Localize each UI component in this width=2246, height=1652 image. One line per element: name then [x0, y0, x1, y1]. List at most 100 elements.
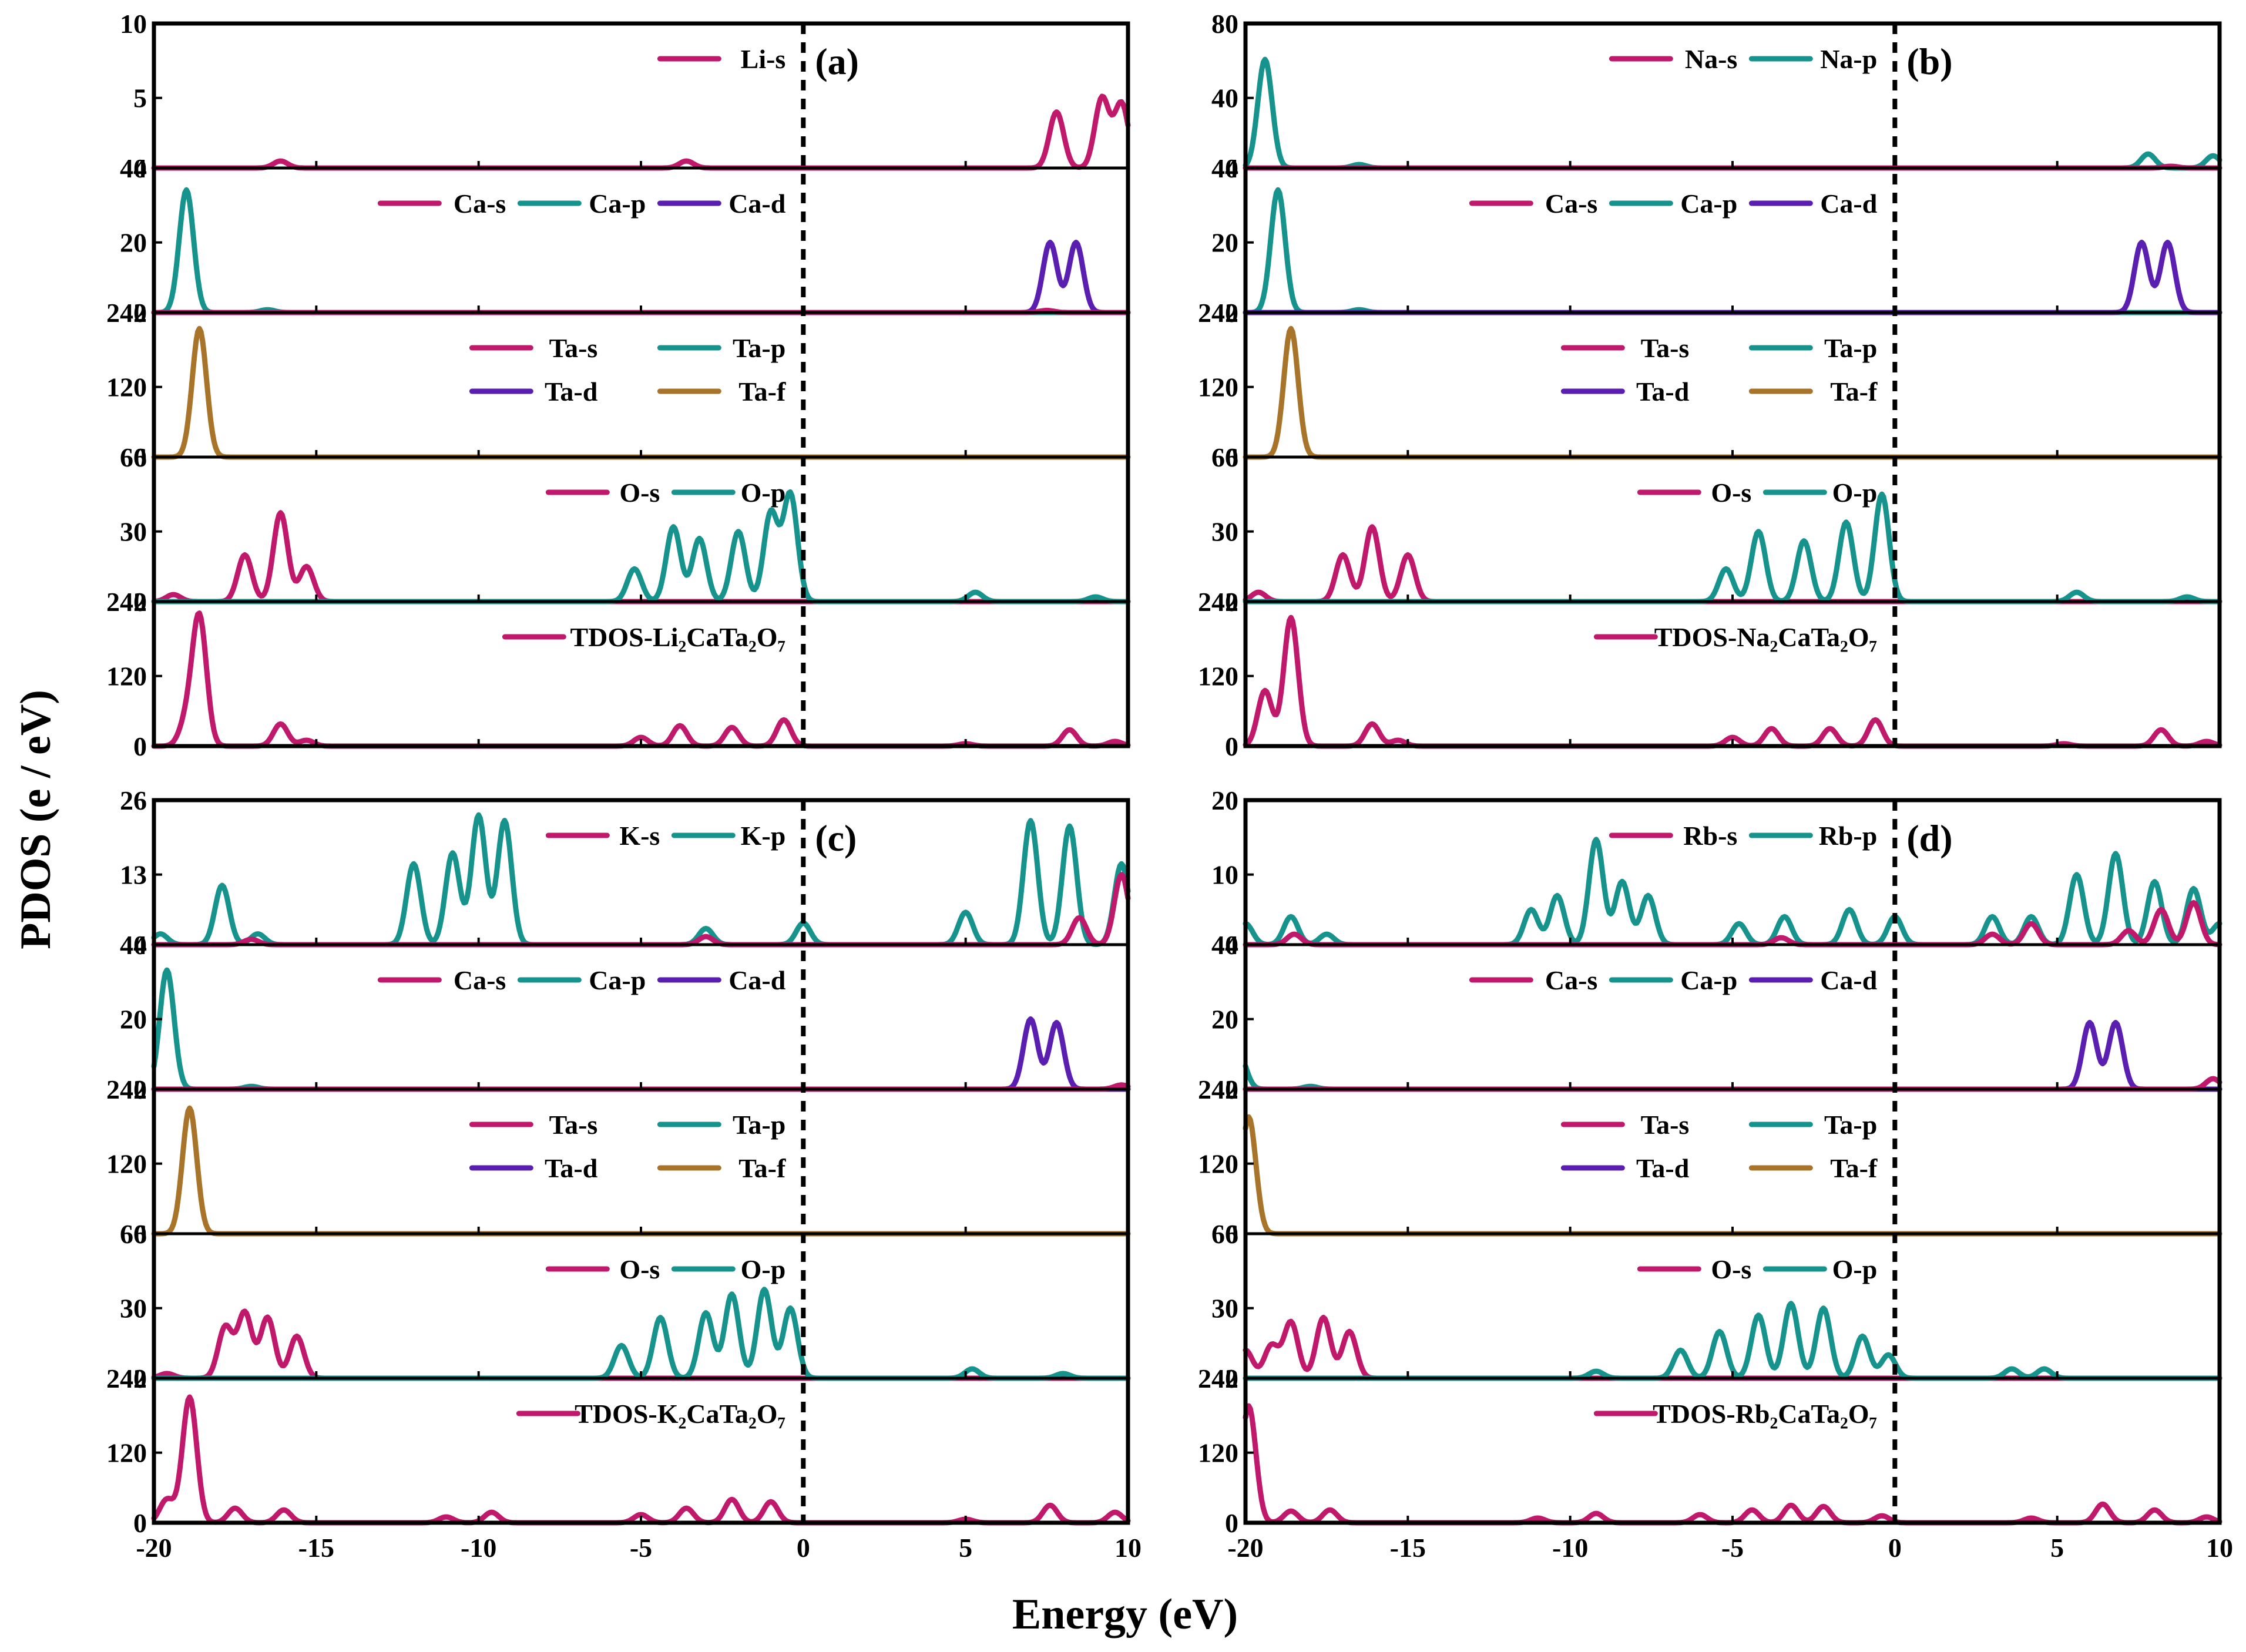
y-tick-label: 6: [1225, 442, 1238, 472]
panel-frame: [152, 21, 1130, 748]
legend: Ta-p Ta-s Ta-f Ta-d: [1560, 333, 1878, 407]
y-tick-label: 20: [1211, 785, 1238, 815]
y-tick-label: 120: [1198, 372, 1238, 402]
legend: Na-p Na-s: [1609, 44, 1877, 74]
y-tick-label: 60: [120, 442, 147, 472]
y-tick-label: 0: [133, 1508, 147, 1538]
legend-label: Ta-p: [1824, 333, 1877, 363]
y-tick-label: 240: [106, 1364, 147, 1394]
y-tick-label: 10: [1211, 860, 1238, 890]
series-o-p: [1243, 491, 2223, 605]
y-tick-label: 120: [1198, 1438, 1238, 1468]
series-ta-f: [1243, 1114, 2223, 1237]
series-o-s: [151, 1308, 1131, 1381]
legend: Ta-p Ta-s Ta-f Ta-d: [469, 333, 786, 407]
subplot: 0 120 240 TDOS-Li₂CaTa₂O₇: [106, 587, 1131, 761]
y-tick-label: 30: [1211, 1294, 1238, 1324]
y-tick-label: 80: [1211, 9, 1238, 39]
subplot: 2 20 40 Ca-d Ca-p Ca-s: [120, 153, 1131, 328]
legend-label: Ca-p: [589, 189, 646, 219]
legend-label: Ta-d: [1636, 1153, 1690, 1183]
y-tick-label: 4: [133, 930, 147, 960]
legend: Ca-d Ca-p Ca-s: [377, 965, 786, 995]
y-tick-label: 20: [1211, 228, 1238, 258]
y-tick-label: 40: [120, 153, 147, 183]
x-tick-label: -20: [136, 1533, 172, 1563]
panel-frame: [1243, 798, 2222, 1525]
panel-frame: [152, 798, 1130, 1525]
legend-label: Ca-s: [1545, 965, 1597, 995]
subplot: 6 120 240 Ta-p Ta-s Ta-f Ta-d: [106, 298, 1131, 472]
series-o-p: [151, 1287, 1131, 1381]
legend-label: O-s: [1711, 478, 1751, 508]
y-tick-label: 4: [1225, 930, 1238, 960]
x-tick-label: 10: [1114, 1533, 1142, 1563]
series-o-p: [151, 489, 1131, 605]
panel-label: (b): [1906, 41, 1952, 82]
y-tick-label: 13: [120, 860, 147, 890]
y-tick-label: 26: [120, 785, 147, 815]
legend: Ta-p Ta-s Ta-f Ta-d: [469, 1110, 786, 1183]
y-tick-label: 240: [1198, 587, 1238, 617]
x-tick-label: -15: [298, 1533, 334, 1563]
legend-label: Ca-d: [1820, 189, 1878, 219]
legend: K-p K-s: [545, 821, 785, 851]
legend-label: Na-s: [1685, 44, 1737, 74]
legend-label: O-s: [1711, 1254, 1751, 1284]
legend-label: Ca-d: [728, 189, 786, 219]
subplot: 4 5 10 Li-s (a): [120, 9, 1131, 183]
legend-label: Li-s: [741, 44, 786, 74]
legend: TDOS-Li₂CaTa₂O₇: [502, 622, 785, 652]
subplot: 6 120 240 Ta-p Ta-s Ta-f Ta-d: [1198, 298, 2223, 472]
legend-label: Ta-d: [1636, 377, 1690, 407]
y-tick-label: 240: [1198, 1364, 1238, 1394]
y-tick-label: 30: [1211, 517, 1238, 547]
y-tick-label: 120: [1198, 1149, 1238, 1179]
panel-frame: [1243, 21, 2222, 748]
x-tick-label: 10: [2206, 1533, 2233, 1563]
y-tick-label: 120: [106, 1149, 147, 1179]
y-tick-label: 120: [106, 372, 147, 402]
legend-label: Rb-s: [1683, 821, 1737, 851]
y-tick-label: 120: [1198, 662, 1238, 691]
legend-label: TDOS-Na₂CaTa₂O₇: [1654, 622, 1878, 652]
subplot: 2 20 40 Ca-d Ca-p Ca-s: [1211, 153, 2223, 328]
legend-label: TDOS-Li₂CaTa₂O₇: [570, 622, 785, 652]
legend: O-p O-s: [1637, 1254, 1877, 1284]
subplot: 2 20 40 Ca-d Ca-p Ca-s: [1211, 930, 2223, 1104]
subplot: 0 120 240 TDOS-Na₂CaTa₂O₇: [1198, 587, 2223, 761]
legend-label: Ta-f: [1830, 1153, 1878, 1183]
y-tick-label: 0: [133, 731, 147, 761]
subplot: 4 13 26 K-p K-s (c): [120, 785, 1131, 960]
x-tick-label: 0: [1888, 1533, 1902, 1563]
legend-label: O-p: [1832, 478, 1878, 508]
y-tick-label: 10: [120, 9, 147, 39]
y-tick-label: 240: [106, 1075, 147, 1104]
y-tick-label: 2: [1225, 298, 1238, 328]
legend-label: Ta-p: [733, 1110, 785, 1140]
y-tick-label: 120: [106, 1438, 147, 1468]
legend-label: Ta-d: [545, 377, 598, 407]
y-tick-label: 6: [1225, 1219, 1238, 1249]
series-ta-f: [151, 1105, 1131, 1237]
legend: O-p O-s: [545, 1254, 785, 1284]
y-tick-label: 120: [106, 662, 147, 691]
y-tick-label: 240: [106, 298, 147, 328]
series-ta-f: [151, 325, 1131, 460]
x-tick-label: -10: [461, 1533, 496, 1563]
y-tick-label: 240: [1198, 298, 1238, 328]
y-tick-label: 2: [1225, 1075, 1238, 1104]
y-tick-label: 240: [1198, 1075, 1238, 1104]
legend-label: Ta-f: [738, 1153, 786, 1183]
subplot: 2 20 40 Ca-d Ca-p Ca-s: [120, 930, 1131, 1104]
legend-label: Ta-s: [1641, 333, 1690, 363]
subplot: 6 120 240 Ta-p Ta-s Ta-f Ta-d: [106, 1075, 1131, 1249]
x-tick-label: -5: [1721, 1533, 1744, 1563]
x-axis-title: Energy (eV): [1012, 1590, 1238, 1638]
subplot: 2 30 60 O-p O-s: [1211, 442, 2223, 617]
legend-label: Ta-f: [1830, 377, 1878, 407]
y-tick-label: 240: [106, 587, 147, 617]
